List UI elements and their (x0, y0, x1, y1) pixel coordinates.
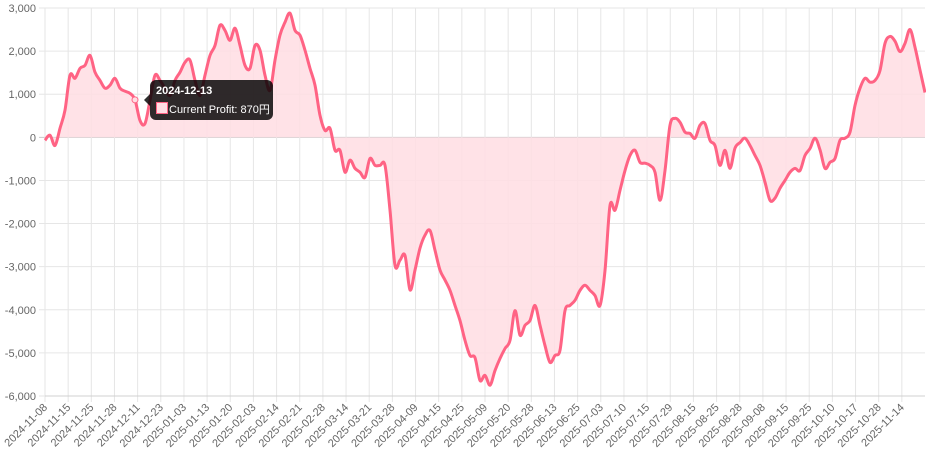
tooltip-color-swatch (156, 102, 168, 114)
tooltip: 2024-12-13 Current Profit: 870円 (144, 80, 273, 120)
hovered-point[interactable] (131, 96, 139, 104)
y-tick-label: 3,000 (8, 3, 36, 15)
y-tick-label: 2,000 (8, 46, 36, 58)
y-axis: 3,000 2,000 1,000 0 -1,000 -2,000 -3,000 -4,000… (5, 3, 36, 403)
y-tick-label: -5,000 (5, 348, 36, 360)
y-tick-label: -2,000 (5, 219, 36, 231)
x-axis: 2024-11-082024-11-152024-11-252024-11-28… (2, 402, 907, 450)
y-tick-label: -4,000 (5, 305, 36, 317)
y-tick-label: -3,000 (5, 262, 36, 274)
y-tick-label: -6,000 (5, 391, 36, 403)
grid (39, 7, 925, 402)
y-tick-label: 1,000 (8, 89, 36, 101)
tooltip-title: 2024-12-13 (156, 85, 213, 97)
y-tick-label: -1,000 (5, 175, 36, 187)
tooltip-label: Current Profit: 870円 (169, 104, 270, 116)
profit-line[interactable] (43, 11, 926, 387)
y-tick-label: 0 (30, 132, 36, 144)
